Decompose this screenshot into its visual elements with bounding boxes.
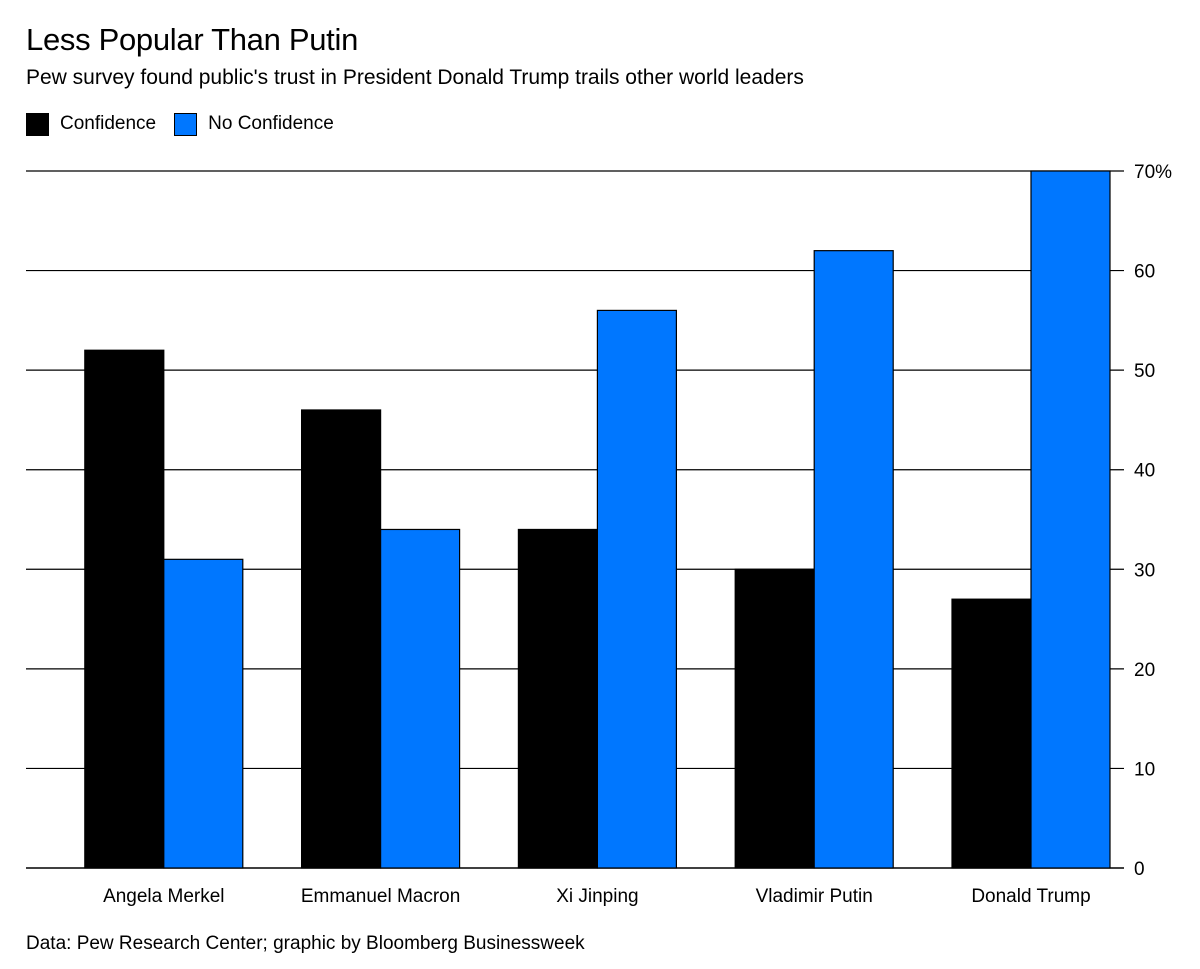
x-tick-label: Vladimir Putin <box>756 886 873 907</box>
x-tick-label: Xi Jinping <box>556 886 638 907</box>
x-tick-label: Angela Merkel <box>103 886 224 907</box>
bar <box>813 250 894 869</box>
chart-title: Less Popular Than Putin <box>26 22 359 57</box>
y-tick-label: 10 <box>1134 759 1155 780</box>
y-tick-label: 20 <box>1134 660 1155 681</box>
bar <box>163 558 244 869</box>
legend-label-no-confidence: No Confidence <box>208 113 334 134</box>
legend-item-confidence: Confidence <box>26 112 157 136</box>
legend-swatch-no-confidence <box>174 112 198 136</box>
y-tick-label: 0 <box>1134 859 1145 880</box>
y-tick-label: 50 <box>1134 361 1155 382</box>
bar <box>380 528 461 869</box>
x-tick-label: Donald Trump <box>971 886 1090 907</box>
bar <box>301 409 382 869</box>
y-tick-label: 40 <box>1134 461 1155 482</box>
legend: Confidence No Confidence <box>26 112 352 136</box>
bar <box>596 309 678 869</box>
legend-item-no-confidence: No Confidence <box>174 112 334 136</box>
chart-subtitle: Pew survey found public's trust in Presi… <box>26 66 804 89</box>
bar <box>951 598 1032 869</box>
bar <box>517 528 599 869</box>
source-note: Data: Pew Research Center; graphic by Bl… <box>26 933 585 954</box>
legend-swatch-confidence <box>26 112 49 136</box>
legend-label-confidence: Confidence <box>60 113 157 134</box>
x-tick-label: Emmanuel Macron <box>301 886 460 907</box>
y-tick-label: 70% <box>1134 162 1172 183</box>
bar <box>1030 170 1111 869</box>
y-tick-label: 60 <box>1134 262 1155 283</box>
bar <box>734 568 815 869</box>
y-tick-label: 30 <box>1134 560 1155 581</box>
bar <box>84 349 165 869</box>
